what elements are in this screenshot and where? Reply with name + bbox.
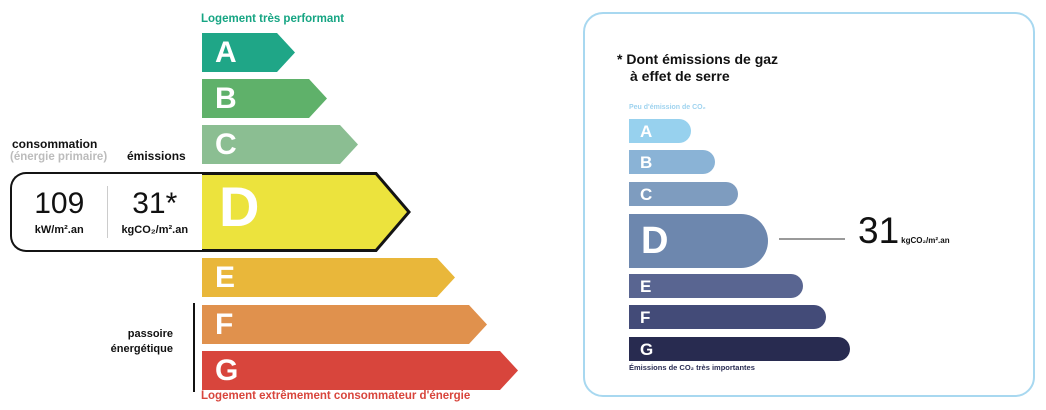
energy-class-arrow-e: E — [202, 258, 455, 297]
ges-class-letter-b: B — [640, 152, 653, 172]
ges-title-line2: à effet de serre — [630, 68, 730, 84]
consumption-value: 109 — [34, 186, 85, 220]
ges-class-letter-d: D — [641, 220, 669, 262]
energy-class-letter-b: B — [215, 81, 237, 115]
energy-class-arrow-c: C — [202, 125, 358, 164]
ges-title-line1: * Dont émissions de gaz — [617, 51, 779, 67]
ges-emissions-panel: * Dont émissions de gaz à effet de serre… — [583, 12, 1035, 397]
emissions-header: émissions — [127, 149, 186, 163]
energy-class-letter-g: G — [215, 353, 239, 387]
energy-class-arrow-b: B — [202, 79, 327, 118]
consumption-header: consommation — [12, 137, 98, 151]
ges-class-bar-f: F — [629, 305, 826, 329]
top-performance-label: Logement très performant — [201, 13, 345, 25]
ges-class-letter-f: F — [640, 307, 651, 327]
selected-class-arrow-shape — [200, 172, 411, 252]
energy-class-letter-c: C — [215, 127, 237, 161]
energy-scale-chart: Logement très performant consommation (é… — [10, 13, 560, 402]
energy-class-letter-f: F — [215, 307, 234, 341]
energy-class-letter-a: A — [215, 35, 237, 69]
energy-class-arrow-a: A — [202, 33, 295, 72]
energy-class-letter-d: D — [219, 175, 260, 238]
ges-class-bar-c: C — [629, 182, 738, 206]
energy-class-arrow-g: G — [202, 351, 518, 390]
energy-class-arrow-f: F — [202, 305, 487, 344]
ges-scale-bottom-label: Émissions de CO₂ très importantes — [629, 363, 755, 372]
ges-value-connector-line — [779, 238, 845, 240]
ges-class-letter-e: E — [640, 276, 652, 296]
ges-class-bar-d-selected: D — [629, 214, 768, 268]
consumption-unit: kW/m².an — [34, 223, 84, 236]
emissions-cell: 31* kgCO₂/m².an — [108, 174, 203, 250]
ges-value: 31 — [858, 210, 900, 251]
ges-class-bar-a: A — [629, 119, 691, 143]
ges-class-letter-c: C — [640, 184, 653, 204]
ges-class-letter-g: G — [640, 339, 654, 359]
ges-class-bar-g: G — [629, 337, 850, 361]
emissions-value: 31* — [132, 186, 178, 220]
value-box-divider — [106, 186, 108, 238]
energy-class-letter-e: E — [215, 260, 236, 294]
passoire-energetique-label: passoire énergétique — [88, 327, 173, 357]
selected-class-value-box: 109 kW/m².an 31* kgCO₂/m².an — [10, 172, 202, 252]
consumption-subheader: (énergie primaire) — [10, 151, 108, 163]
ges-scale-top-label: Peu d'émission de CO₂ — [629, 104, 706, 111]
bottom-consumption-label: Logement extrêmement consommateur d'éner… — [201, 390, 471, 402]
consumption-cell: 109 kW/m².an — [12, 174, 107, 250]
ges-value-unit: kgCO₂/m².an — [901, 236, 950, 245]
passoire-bracket-line — [193, 303, 195, 392]
ges-class-bar-e: E — [629, 274, 803, 298]
ges-class-bar-b: B — [629, 150, 715, 174]
emissions-unit: kgCO₂/m².an — [121, 223, 189, 236]
ges-value-group: 31 kgCO₂/m².an — [858, 212, 950, 249]
passoire-line2: énergétique — [110, 342, 173, 355]
selected-class-arrow-d — [200, 172, 411, 252]
ges-class-letter-a: A — [640, 121, 653, 141]
passoire-line1: passoire — [127, 328, 173, 340]
